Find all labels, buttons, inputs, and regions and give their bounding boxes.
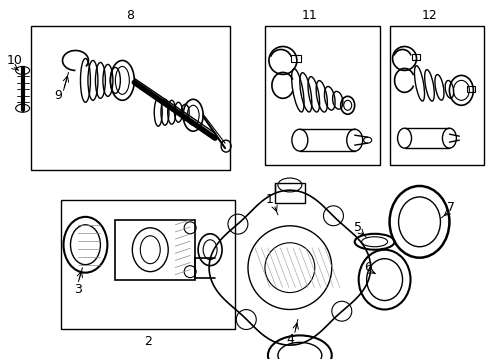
Bar — [390, 26, 484, 165]
Bar — [61, 200, 235, 329]
Text: 9: 9 — [54, 89, 62, 102]
Text: 10: 10 — [7, 54, 23, 67]
Text: 7: 7 — [447, 201, 455, 215]
Bar — [30, 26, 230, 170]
Bar — [467, 86, 475, 92]
Text: 4: 4 — [286, 333, 294, 346]
Bar — [275, 183, 305, 203]
Bar — [265, 26, 380, 165]
Text: 12: 12 — [421, 9, 438, 22]
Text: 5: 5 — [354, 221, 362, 234]
Bar — [291, 55, 301, 62]
Text: 3: 3 — [74, 283, 82, 296]
Bar — [412, 54, 419, 60]
Text: 2: 2 — [145, 335, 152, 348]
Text: 6: 6 — [364, 261, 371, 274]
Text: 8: 8 — [126, 9, 134, 22]
Bar — [115, 220, 195, 280]
Text: 1: 1 — [266, 193, 274, 206]
Text: 11: 11 — [302, 9, 318, 22]
